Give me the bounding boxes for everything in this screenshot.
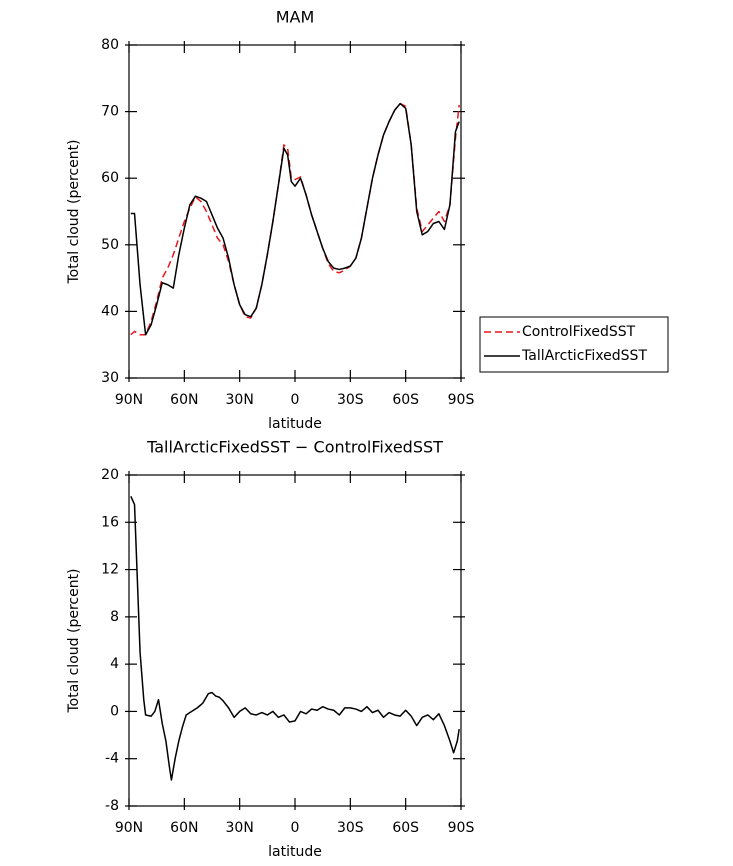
data-line xyxy=(130,102,460,336)
y-tick-label: 12 xyxy=(101,562,119,578)
y-axis-label: Total cloud (percent) xyxy=(66,139,82,284)
legend-label: TallArcticFixedSST xyxy=(521,348,647,364)
chart-title: TallArcticFixedSST − ControlFixedSST xyxy=(146,438,443,457)
x-tick-label: 30S xyxy=(337,820,364,836)
data-line xyxy=(130,102,460,336)
legend-box xyxy=(479,316,669,373)
x-tick-label: 90S xyxy=(448,820,475,836)
x-tick-label: 60S xyxy=(392,820,419,836)
y-tick-label: 0 xyxy=(110,703,119,719)
y-tick-label: 40 xyxy=(101,303,119,319)
x-tick-label: 30N xyxy=(226,392,254,408)
legend-label: ControlFixedSST xyxy=(522,324,636,340)
x-tick-label: 60N xyxy=(170,820,198,836)
x-axis-label: latitude xyxy=(268,844,322,860)
y-tick-label: 70 xyxy=(101,104,119,120)
y-tick-label: 4 xyxy=(110,656,119,672)
plot-frame xyxy=(128,44,462,379)
x-tick-label: 0 xyxy=(291,392,300,408)
y-tick-label: 20 xyxy=(101,467,119,483)
x-tick-label: 0 xyxy=(291,820,300,836)
y-tick-label: 16 xyxy=(101,514,119,530)
chart-title: MAM xyxy=(276,8,315,27)
y-tick-label: 50 xyxy=(101,237,119,253)
y-tick-label: -4 xyxy=(105,751,119,767)
y-tick-label: 30 xyxy=(101,370,119,386)
x-tick-label: 60N xyxy=(170,392,198,408)
x-axis-label: latitude xyxy=(268,416,322,432)
y-axis-label: Total cloud (percent) xyxy=(66,568,82,713)
data-line xyxy=(130,495,460,781)
x-tick-label: 90N xyxy=(115,820,143,836)
x-tick-label: 90N xyxy=(115,392,143,408)
y-tick-label: -8 xyxy=(105,798,119,814)
x-tick-label: 30N xyxy=(226,820,254,836)
y-tick-label: 8 xyxy=(110,609,119,625)
y-tick-label: 60 xyxy=(101,170,119,186)
y-tick-label: 80 xyxy=(101,37,119,53)
x-tick-label: 90S xyxy=(448,392,475,408)
x-tick-label: 30S xyxy=(337,392,364,408)
x-tick-label: 60S xyxy=(392,392,419,408)
plot-frame xyxy=(128,474,462,807)
